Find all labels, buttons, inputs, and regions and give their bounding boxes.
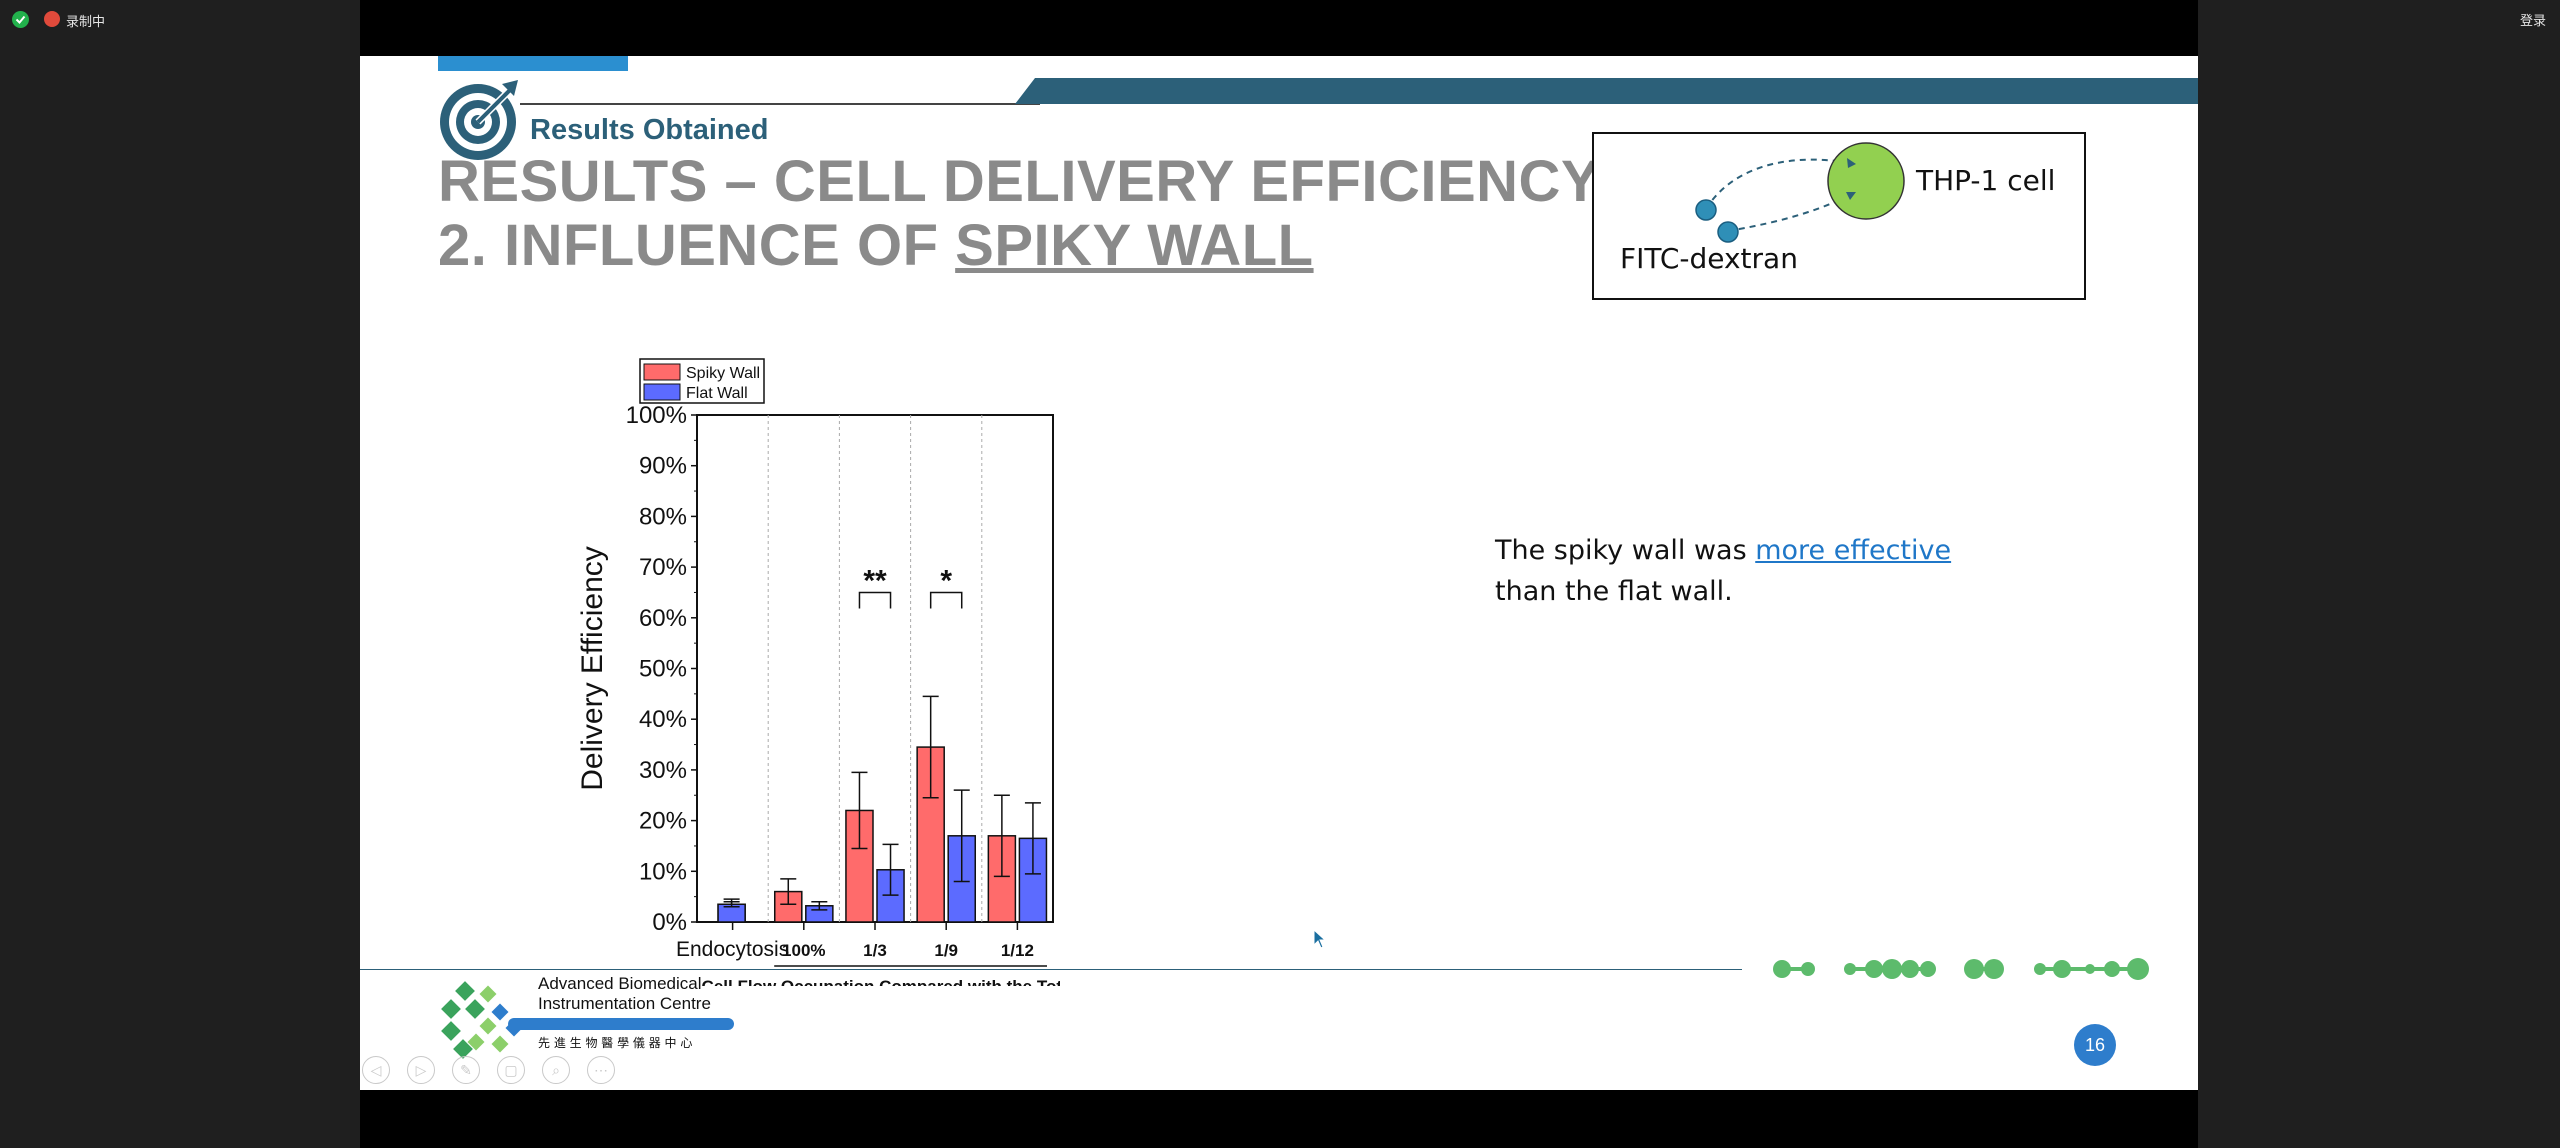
y-axis-label: Delivery Efficiency [576, 546, 609, 791]
cell-diagram [1695, 142, 1905, 243]
more-options-button[interactable]: ⋯ [587, 1056, 615, 1084]
x-tick-label: 1/12 [1001, 941, 1034, 960]
zoom-button[interactable]: ⌕ [542, 1056, 570, 1084]
target-icon [440, 80, 518, 160]
section-label: Results Obtained [530, 114, 769, 146]
x-tick-label: 100% [782, 941, 825, 960]
significance-bracket [858, 591, 892, 609]
header-rule [520, 103, 1040, 105]
next-slide-button[interactable]: ▷ [407, 1056, 435, 1084]
legend-swatch [643, 383, 681, 401]
slide-title-line1: RESULTS – CELL DELIVERY EFFICIENCY [438, 149, 1601, 214]
x-axis-label: Cell Flow Occupation Compared with the T… [702, 977, 1060, 986]
legend-label: Flat Wall [686, 385, 748, 402]
legend-swatch [643, 363, 681, 381]
mouse-cursor-icon [1313, 929, 1327, 949]
conclusion-prefix: The spiky wall was [1495, 535, 1756, 566]
title-underlined: SPIKY WALL [955, 213, 1314, 278]
letterbox-top [360, 0, 2198, 56]
slide-sorter-button[interactable]: ▢ [497, 1056, 525, 1084]
y-tick-label: 70% [639, 554, 687, 581]
logo-name-line1: Advanced Biomedical [538, 974, 702, 993]
thp1-cell-label: THP-1 cell [1916, 164, 2056, 197]
title-prefix: 2. INFLUENCE OF [438, 213, 956, 278]
shield-check-icon [12, 11, 29, 28]
dextran-particle [1717, 221, 1739, 243]
conclusion-suffix: than the flat wall. [1495, 576, 1733, 607]
dextran-particle [1695, 199, 1717, 221]
significance-marker: ** [863, 564, 887, 597]
significance-marker: * [940, 564, 952, 597]
previous-slide-button[interactable]: ◁ [362, 1056, 390, 1084]
inset-diagram: THP-1 cell FITC-dextran [1592, 132, 2086, 300]
thp1-cell [1827, 142, 1905, 220]
significance-bracket [929, 591, 963, 609]
x-tick-label: 1/3 [863, 941, 887, 960]
y-tick-label: 90% [639, 453, 687, 480]
y-tick-label: 50% [639, 656, 687, 683]
footer-rule [360, 969, 1742, 970]
y-tick-label: 40% [639, 706, 687, 733]
abic-logo-icon [441, 981, 523, 1059]
y-tick-label: 60% [639, 605, 687, 632]
slide-title-line2: 2. INFLUENCE OF SPIKY WALL [438, 212, 1314, 279]
recording-status[interactable]: 录制中 [66, 14, 106, 29]
legend-label: Spiky Wall [686, 365, 760, 382]
x-tick-label: 1/9 [934, 941, 958, 960]
x-tick-label: Endocytosis [676, 938, 789, 961]
presentation-slide: Results Obtained RESULTS – CELL DELIVERY… [360, 56, 2198, 1090]
more-effective-link[interactable]: more effective [1755, 535, 1952, 566]
header-accent-bar [438, 56, 628, 71]
page-number-badge: 16 [2074, 1024, 2116, 1066]
fitc-dextran-label: FITC-dextran [1620, 242, 1798, 275]
meeting-top-bar: 录制中 登录 [0, 0, 2560, 40]
pen-tool-button[interactable]: ✎ [452, 1056, 480, 1084]
conclusion-text: The spiky wall was more effective than t… [1495, 530, 1951, 612]
y-tick-label: 80% [639, 503, 687, 530]
login-button[interactable]: 登录 [2519, 13, 2546, 28]
logo-chinese-name: 先 進 生 物 醫 學 儀 器 中 心 [538, 1036, 693, 1050]
cell-chain-decoration [1773, 958, 2149, 980]
logo-chain-bar [508, 1018, 734, 1030]
bar-chart: 0% 10% 20% 30% 40% 50% 60% 70% 80% 90% 100% Deliver… [576, 358, 1060, 986]
y-tick-label: 20% [639, 808, 687, 835]
letterbox-bottom [360, 1090, 2198, 1148]
y-tick-label: 30% [639, 757, 687, 784]
logo-name-line2: Instrumentation Centre [538, 994, 711, 1013]
y-tick-label: 10% [639, 858, 687, 885]
y-tick-label: 100% [626, 402, 687, 429]
recording-icon[interactable] [44, 11, 60, 27]
y-tick-label: 0% [652, 909, 687, 936]
header-teal-band [1015, 78, 2198, 104]
